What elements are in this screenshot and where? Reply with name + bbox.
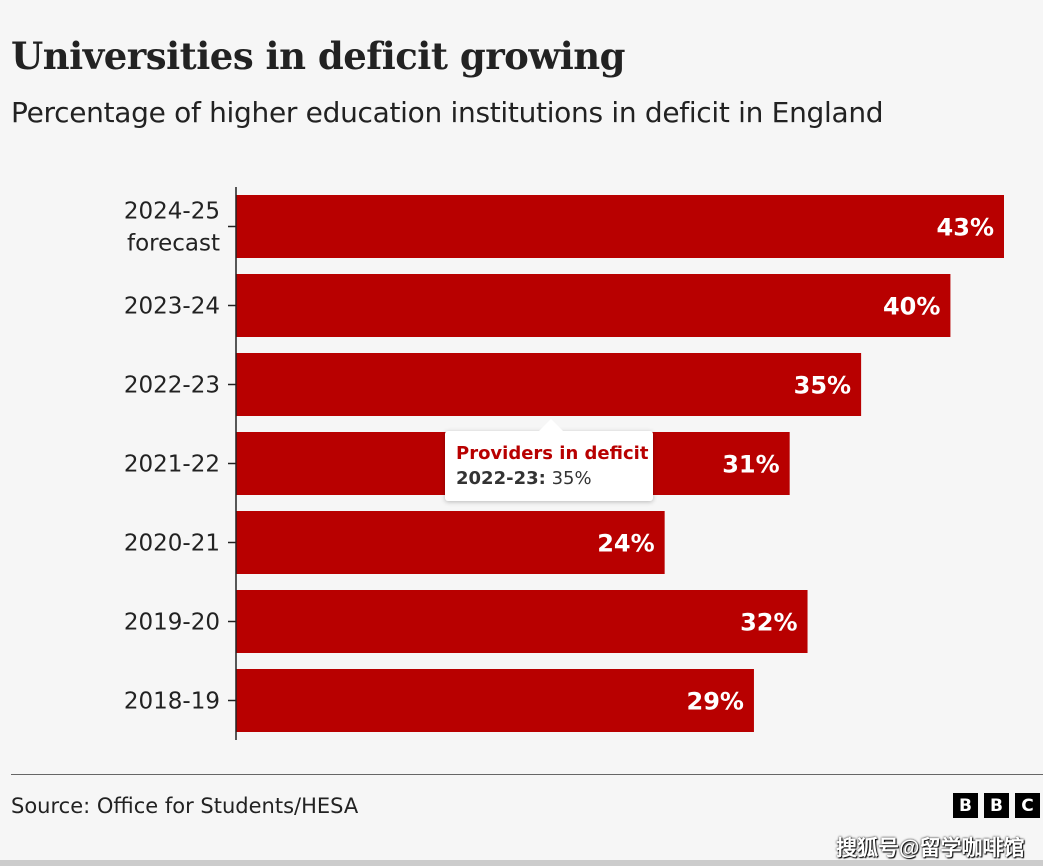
tooltip: Providers in deficit 2022-23: 35% — [445, 419, 653, 501]
tooltip-category: 2022-23: — [456, 468, 546, 489]
value-label: 31% — [722, 451, 779, 479]
value-label: 43% — [937, 214, 994, 242]
category-label: 2023-24 — [124, 294, 220, 320]
category-label: 2020-21 — [124, 531, 220, 557]
tooltip-body: 2022-23: 35% — [456, 468, 592, 489]
category-label: forecast — [127, 231, 220, 257]
value-label: 35% — [794, 372, 851, 400]
bbc-logo: B B C — [953, 793, 1040, 818]
bar — [236, 669, 754, 732]
logo-letter: B — [984, 793, 1009, 818]
tooltip-value: 35% — [551, 468, 592, 489]
category-label: 2018-19 — [124, 689, 220, 715]
category-label: 2024-25 — [124, 199, 220, 225]
category-label: 2021-22 — [124, 452, 220, 478]
category-label: 2022-23 — [124, 373, 220, 399]
watermark: 搜狐号@留学咖啡馆 — [836, 837, 1025, 860]
chart-title: Universities in deficit growing — [11, 34, 626, 78]
category-label: 2019-20 — [124, 610, 220, 636]
source-note: Source: Office for Students/HESA — [11, 794, 359, 818]
bar — [236, 195, 1004, 258]
bar — [236, 274, 951, 337]
value-label: 40% — [883, 293, 940, 321]
value-label: 29% — [687, 688, 744, 716]
value-label: 24% — [597, 530, 654, 558]
tooltip-title: Providers in deficit — [456, 443, 649, 464]
logo-letter: C — [1015, 793, 1040, 818]
bar — [236, 590, 808, 653]
bar — [236, 353, 862, 416]
divider — [11, 774, 1043, 775]
logo-letter: B — [953, 793, 978, 818]
bottom-border — [0, 860, 1043, 866]
chart-subtitle: Percentage of higher education instituti… — [11, 96, 884, 129]
value-label: 32% — [740, 609, 797, 637]
bar — [236, 511, 665, 574]
